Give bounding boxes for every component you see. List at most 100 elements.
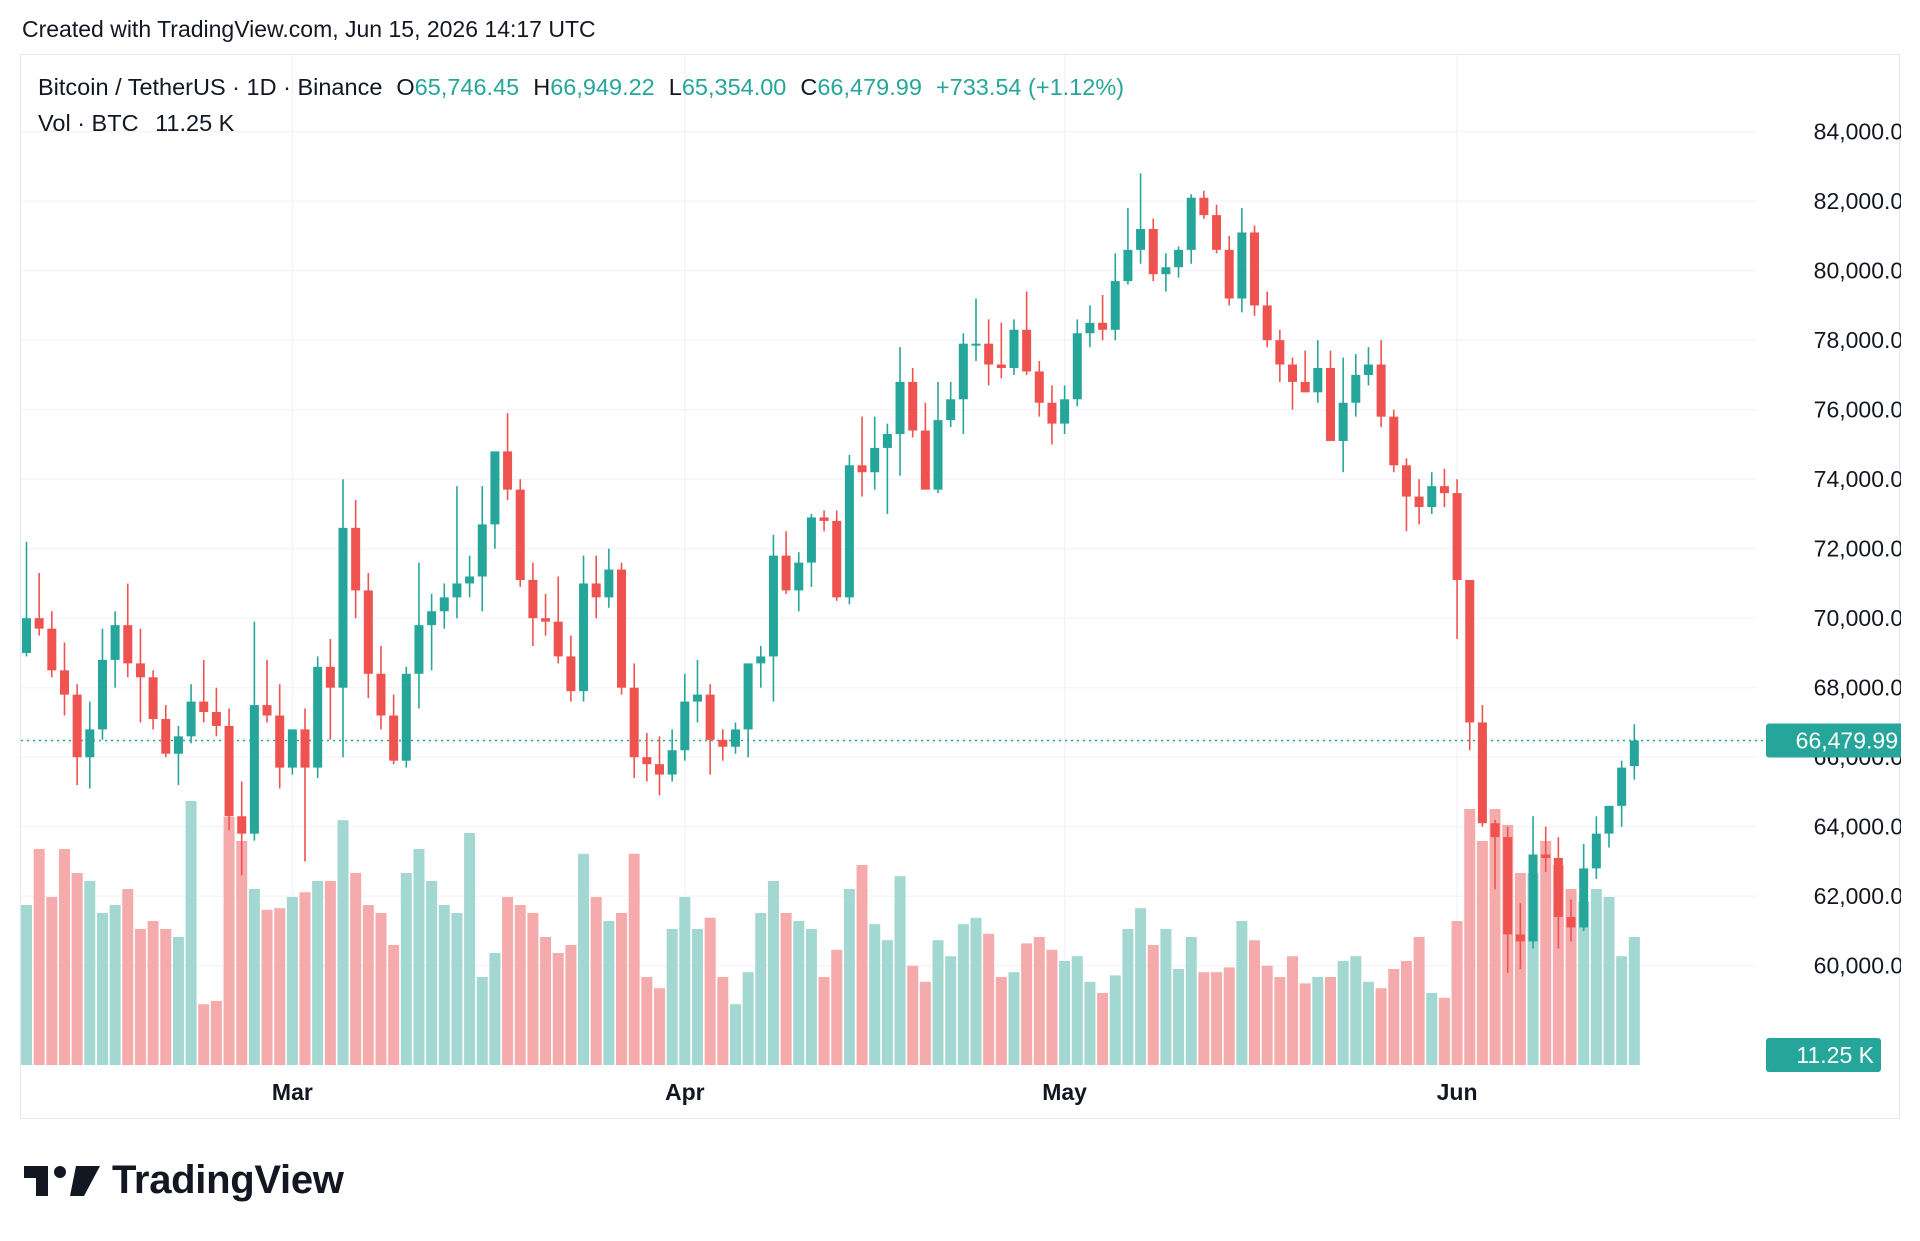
candle-body: [718, 739, 728, 747]
candle-body: [1465, 579, 1475, 723]
volume-bar: [1527, 873, 1539, 1065]
candle-body: [553, 621, 563, 657]
volume-bar: [983, 933, 995, 1065]
volume-bar: [1489, 809, 1501, 1065]
volume-bar: [881, 940, 893, 1065]
volume-bar: [489, 953, 501, 1065]
volume-bar: [1413, 937, 1425, 1065]
volume-bar: [1324, 977, 1336, 1065]
volume-bar: [134, 929, 146, 1065]
candle-body: [591, 583, 601, 598]
y-tick-label: 82,000.00: [1814, 188, 1901, 214]
candle-body: [199, 701, 209, 713]
y-tick-label: 70,000.00: [1814, 605, 1901, 631]
candle-body: [1439, 486, 1449, 494]
volume-bar: [1021, 943, 1033, 1065]
symbol-name[interactable]: Bitcoin / TetherUS · 1D · Binance: [38, 74, 383, 100]
candle-body: [617, 569, 627, 688]
candle-body: [401, 673, 411, 761]
candle-body: [958, 343, 968, 400]
volume-bar: [46, 897, 58, 1065]
x-tick-label: Apr: [665, 1079, 705, 1105]
volume-legend: Vol · BTC 11.25 K: [38, 110, 234, 137]
volume-bar: [1578, 901, 1590, 1065]
candle-body: [262, 705, 272, 716]
volume-bar: [1236, 921, 1248, 1065]
candle-body: [1313, 368, 1323, 393]
candle-body: [756, 656, 766, 664]
candle-body: [1174, 249, 1184, 268]
volume-label[interactable]: Vol · BTC: [38, 110, 139, 136]
candle-body: [579, 583, 589, 692]
candle-body: [1161, 267, 1171, 275]
candle-body: [1098, 322, 1108, 330]
candle-body: [1224, 249, 1234, 299]
volume-bar: [514, 905, 526, 1065]
volume-bar: [109, 905, 121, 1065]
candle-body: [794, 562, 804, 591]
candle-body: [427, 611, 437, 626]
volume-bar: [1616, 956, 1628, 1065]
volume-bar: [1046, 949, 1058, 1065]
volume-bar: [654, 988, 665, 1065]
candle-body: [1452, 493, 1462, 580]
candle-body: [1325, 368, 1335, 441]
volume-bar: [957, 924, 969, 1065]
volume-bar: [1400, 961, 1412, 1065]
candle-body: [1503, 837, 1513, 935]
candle-body: [1148, 229, 1158, 275]
candle-body: [1528, 854, 1538, 942]
candle-body: [1389, 416, 1399, 466]
volume-bar: [1337, 961, 1349, 1065]
candle-body: [870, 447, 880, 473]
volume-bar: [1261, 965, 1273, 1065]
candle-body: [452, 583, 462, 598]
y-tick-label: 62,000.00: [1814, 883, 1901, 909]
candle-body: [1629, 740, 1639, 767]
chart-legend: Bitcoin / TetherUS · 1D · Binance O65,746…: [38, 74, 1124, 101]
volume-bar: [1008, 972, 1020, 1065]
candle-body: [211, 712, 221, 726]
volume-bar: [603, 921, 615, 1065]
candle-body: [730, 729, 740, 747]
volume-badge: [1766, 1038, 1881, 1072]
y-tick-label: 72,000.00: [1814, 536, 1901, 562]
chart-frame[interactable]: 84,000.00 82,000.00 80,000.00 78,000.00 76,0…: [20, 54, 1901, 1120]
volume-bar: [1249, 940, 1261, 1065]
candle-body: [1250, 232, 1260, 306]
candle-body: [34, 618, 44, 629]
volume-bar: [742, 972, 754, 1065]
volume-bar: [185, 801, 197, 1065]
candle-body: [237, 816, 247, 834]
volume-bar: [818, 977, 830, 1065]
candlestick-chart[interactable]: 84,000.00 82,000.00 80,000.00 78,000.00 76,0…: [21, 55, 1901, 1120]
candle-body: [123, 625, 133, 664]
candle-body: [1085, 322, 1095, 334]
candle-body: [389, 715, 399, 761]
candle-body: [1300, 381, 1310, 393]
y-tick-label: 74,000.00: [1814, 466, 1901, 492]
last-price-label: 66,479.99: [1796, 728, 1898, 754]
candle-body: [895, 381, 905, 435]
volume-bar: [502, 897, 514, 1065]
candle-body: [1490, 823, 1500, 838]
volume-bar: [1097, 993, 1109, 1065]
tradingview-logo[interactable]: TradingView: [24, 1158, 344, 1203]
candle-body: [629, 687, 639, 758]
candle-body: [933, 420, 943, 490]
change-value: +733.54 (+1.12%): [935, 74, 1125, 100]
volume-bar: [413, 849, 425, 1065]
candle-body: [1414, 496, 1424, 507]
volume-bar: [1287, 956, 1298, 1065]
tradingview-logo-text: TradingView: [112, 1158, 344, 1202]
volume-bar: [147, 921, 159, 1065]
candle-body: [148, 677, 158, 719]
candle-body: [920, 430, 930, 490]
volume-bar: [324, 881, 336, 1065]
candle-body: [768, 555, 778, 657]
x-tick-label: Mar: [272, 1079, 313, 1105]
high-label: H: [533, 74, 551, 100]
volume-bar: [856, 865, 868, 1065]
volume-bar: [894, 876, 906, 1065]
volume-bar: [1033, 937, 1045, 1065]
